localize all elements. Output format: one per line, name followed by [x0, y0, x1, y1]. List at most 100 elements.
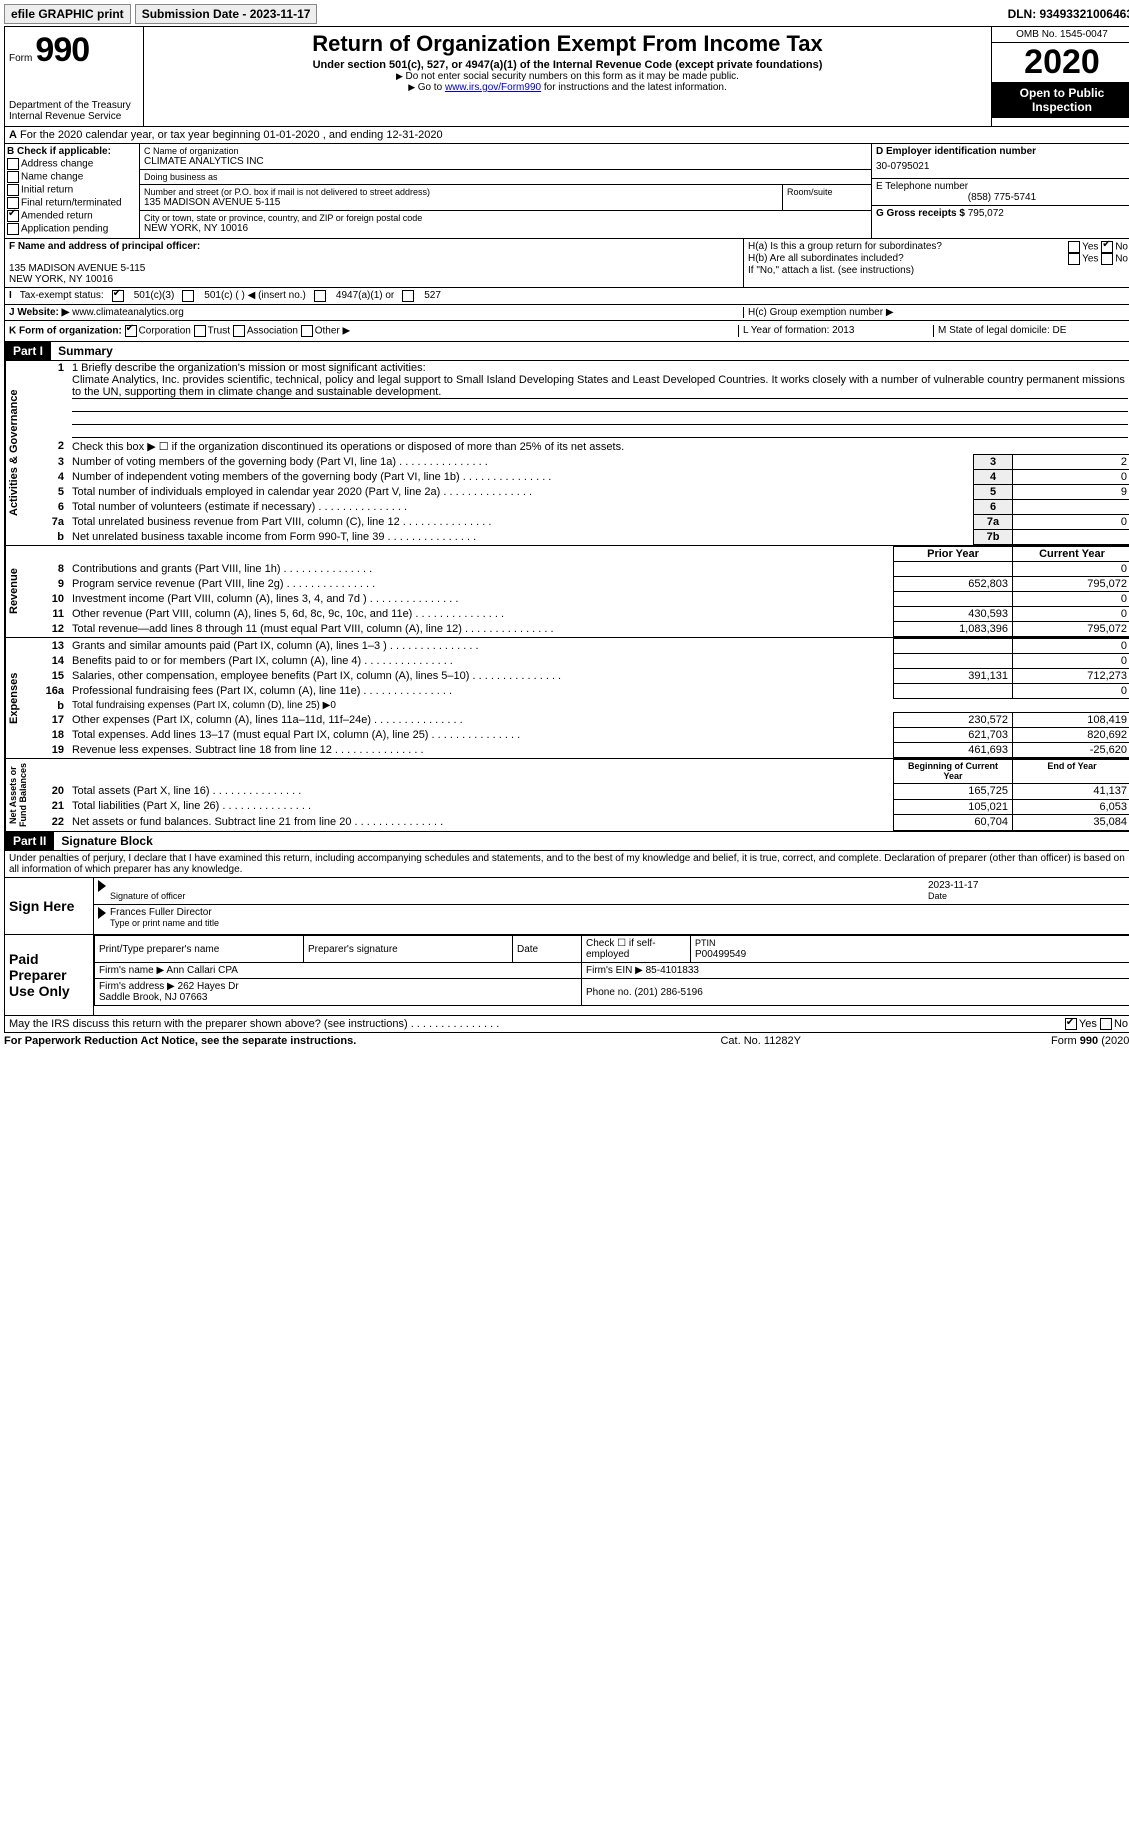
j-label: Website: ▶ [17, 307, 69, 318]
i-527[interactable]: 527 [424, 290, 441, 302]
prep-self-emp[interactable]: Check ☐ if self-employed [582, 936, 691, 963]
box-b-header: B Check if applicable: [7, 146, 137, 157]
tax-year: 2020 [992, 43, 1129, 82]
d-value: 30-0795021 [876, 157, 1128, 176]
k-assoc[interactable]: Association [247, 326, 298, 337]
row-i: I Tax-exempt status: 501(c)(3) 501(c) ( … [4, 288, 1129, 305]
c-city-label: City or town, state or province, country… [144, 213, 867, 223]
table-row: 8Contributions and grants (Part VIII, li… [32, 562, 1129, 577]
table-row: 3Number of voting members of the governi… [32, 455, 1129, 470]
table-row: 16aProfessional fundraising fees (Part I… [32, 684, 1129, 699]
sig-date-label: Date [928, 891, 947, 901]
table-row: 11Other revenue (Part VIII, column (A), … [32, 607, 1129, 622]
phone-label: Phone no. [586, 987, 632, 998]
cb-final[interactable]: Final return/terminated [7, 197, 137, 209]
row-f-h: F Name and address of principal officer:… [4, 239, 1129, 288]
ha-yes[interactable]: Yes [1082, 242, 1098, 253]
i-501c3[interactable]: 501(c)(3) [134, 290, 175, 302]
table-row: 17Other expenses (Part IX, column (A), l… [32, 713, 1129, 728]
l2-text: Check this box ▶ ☐ if the organization d… [68, 439, 1129, 455]
hb-no[interactable]: No [1115, 254, 1128, 265]
table-row: 14Benefits paid to or for members (Part … [32, 654, 1129, 669]
sig-officer-label: Signature of officer [110, 891, 185, 901]
c-street-value: 135 MADISON AVENUE 5-115 [144, 197, 778, 208]
i-501c[interactable]: 501(c) ( ) ◀ (insert no.) [204, 290, 306, 302]
i-4947[interactable]: 4947(a)(1) or [336, 290, 394, 302]
hb-label: H(b) Are all subordinates included? [748, 253, 1068, 265]
cb-name[interactable]: Name change [7, 171, 137, 183]
table-row: 5Total number of individuals employed in… [32, 485, 1129, 500]
f-line2: NEW YORK, NY 10016 [9, 274, 113, 285]
paid-preparer-section: Paid Preparer Use Only Print/Type prepar… [4, 935, 1129, 1016]
officer-name: Frances Fuller Director [110, 907, 212, 918]
table-row: 7aTotal unrelated business revenue from … [32, 515, 1129, 530]
f-line1: 135 MADISON AVENUE 5-115 [9, 263, 145, 274]
k-corp[interactable]: Corporation [139, 326, 191, 337]
ha-no[interactable]: No [1115, 242, 1128, 253]
form-subtitle: Under section 501(c), 527, or 4947(a)(1)… [150, 59, 985, 71]
g-value: 795,072 [968, 208, 1004, 219]
cb-amended[interactable]: Amended return [7, 210, 137, 222]
page-footer: For Paperwork Reduction Act Notice, see … [4, 1033, 1129, 1049]
warning-line: Do not enter social security numbers on … [150, 71, 985, 82]
part-i-header: Part I Summary [4, 342, 1129, 361]
department-label: Department of the Treasury Internal Reve… [9, 100, 139, 122]
vlabel-ag: Activities & Governance [5, 361, 32, 545]
triangle-icon [98, 907, 106, 919]
discuss-yes[interactable]: Yes [1079, 1018, 1097, 1030]
table-row: 10Investment income (Part VIII, column (… [32, 592, 1129, 607]
box-f: F Name and address of principal officer:… [5, 239, 744, 287]
table-row: 20Total assets (Part X, line 16)165,7254… [32, 784, 1129, 800]
submission-date-button[interactable]: Submission Date - 2023-11-17 [135, 4, 318, 24]
revenue-section: Revenue Prior YearCurrent Year 8Contribu… [4, 546, 1129, 638]
prior-year-hdr: Prior Year [894, 547, 1013, 562]
c-room-label: Room/suite [787, 187, 867, 197]
discuss-row: May the IRS discuss this return with the… [4, 1016, 1129, 1033]
firm-ein-label: Firm's EIN ▶ [586, 965, 643, 976]
table-row: 22Net assets or fund balances. Subtract … [32, 815, 1129, 831]
efile-print-button[interactable]: efile GRAPHIC print [4, 4, 131, 24]
footer-right: Form 990 (2020) [1013, 1035, 1129, 1047]
hc-label: H(c) Group exemption number ▶ [743, 307, 1128, 318]
table-row: 21Total liabilities (Part X, line 26)105… [32, 799, 1129, 815]
cb-application[interactable]: Application pending [7, 223, 137, 235]
row-a-text: For the 2020 calendar year, or tax year … [20, 129, 443, 141]
paid-preparer-label: Paid Preparer Use Only [5, 935, 94, 1015]
goto-post: for instructions and the latest informat… [544, 82, 727, 93]
form990-link[interactable]: www.irs.gov/Form990 [445, 82, 541, 93]
table-row: 15Salaries, other compensation, employee… [32, 669, 1129, 684]
j-value: www.climateanalytics.org [72, 307, 184, 318]
k-trust[interactable]: Trust [208, 326, 230, 337]
current-year-hdr: Current Year [1013, 547, 1129, 562]
table-row: 18Total expenses. Add lines 13–17 (must … [32, 728, 1129, 743]
c-dba-label: Doing business as [144, 172, 867, 182]
org-info-grid: B Check if applicable: Address change Na… [4, 144, 1129, 239]
mission-text: Climate Analytics, Inc. provides scienti… [72, 374, 1128, 399]
firm-addr-label: Firm's address ▶ [99, 981, 175, 992]
e-label: E Telephone number [876, 181, 1128, 192]
k-other[interactable]: Other ▶ [315, 326, 350, 337]
cb-initial[interactable]: Initial return [7, 184, 137, 196]
prep-name-label: Print/Type preparer's name [95, 936, 304, 963]
goto-pre: Go to [418, 82, 445, 93]
i-label: Tax-exempt status: [20, 290, 104, 302]
part-ii-label: Part II [5, 832, 54, 850]
row-j: J Website: ▶ www.climateanalytics.org H(… [4, 305, 1129, 321]
box-deg: D Employer identification number 30-0795… [871, 144, 1129, 238]
part-i-label: Part I [5, 342, 51, 360]
l1-label: 1 Briefly describe the organization's mi… [72, 362, 426, 374]
box-h: H(a) Is this a group return for subordin… [744, 239, 1129, 287]
cb-address[interactable]: Address change [7, 158, 137, 170]
sign-here-section: Sign Here Signature of officer 2023-11-1… [4, 878, 1129, 935]
c-street-label: Number and street (or P.O. box if mail i… [144, 187, 778, 197]
triangle-icon [98, 880, 106, 892]
open-inspection: Open to Public Inspection [992, 82, 1129, 118]
top-bar: efile GRAPHIC print Submission Date - 20… [4, 4, 1129, 24]
m-state: M State of legal domicile: DE [933, 325, 1128, 337]
e-value: (858) 775-5741 [876, 192, 1128, 203]
footer-left: For Paperwork Reduction Act Notice, see … [4, 1035, 509, 1047]
discuss-no[interactable]: No [1114, 1018, 1128, 1030]
c-name-value: CLIMATE ANALYTICS INC [144, 156, 867, 167]
hb-yes[interactable]: Yes [1082, 254, 1098, 265]
penalty-text: Under penalties of perjury, I declare th… [4, 851, 1129, 878]
